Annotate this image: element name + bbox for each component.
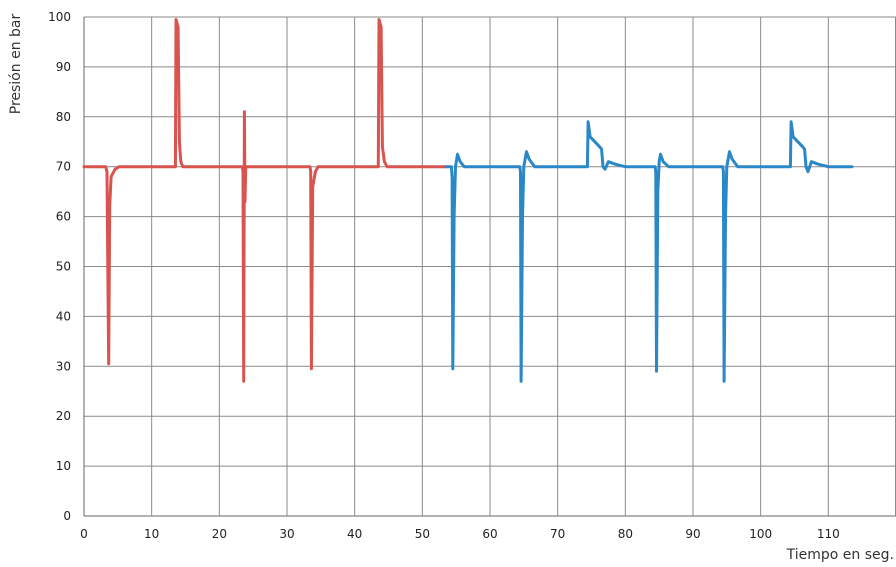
x-tick-labels: 0 10 20 30 40 50 60 70 80 90 100 110: [80, 527, 840, 541]
y-tick-label: 30: [56, 359, 71, 373]
x-tick-label: 30: [279, 527, 294, 541]
x-tick-label: 60: [482, 527, 497, 541]
y-tick-label: 50: [56, 260, 71, 274]
y-axis-title: Presión en bar: [8, 14, 24, 115]
x-tick-label: 40: [347, 527, 362, 541]
x-tick-label: 10: [144, 527, 159, 541]
x-tick-label: 100: [749, 527, 772, 541]
y-tick-label: 20: [56, 409, 71, 423]
series-line-2: [444, 120, 854, 383]
y-tick-label: 40: [56, 309, 71, 323]
y-tick-label: 10: [56, 459, 71, 473]
y-tick-labels: 0 10 20 30 40 50 60 70 80 90 100: [48, 10, 71, 523]
y-tick-label: 90: [56, 60, 71, 74]
x-tick-label: 20: [212, 527, 227, 541]
series-group: [82, 18, 854, 383]
y-tick-label: 70: [56, 160, 71, 174]
grid: [83, 16, 896, 517]
x-axis-title: Tiempo en seg.: [786, 547, 894, 563]
x-tick-label: 70: [550, 527, 565, 541]
x-tick-label: 90: [685, 527, 700, 541]
y-tick-label: 60: [56, 210, 71, 224]
y-tick-label: 0: [63, 509, 71, 523]
x-tick-label: 0: [80, 527, 88, 541]
x-tick-label: 50: [415, 527, 430, 541]
y-tick-label: 80: [56, 110, 71, 124]
y-tick-label: 100: [48, 10, 71, 24]
series-line-1: [82, 18, 448, 383]
x-tick-label: 110: [817, 527, 840, 541]
x-tick-label: 80: [618, 527, 633, 541]
